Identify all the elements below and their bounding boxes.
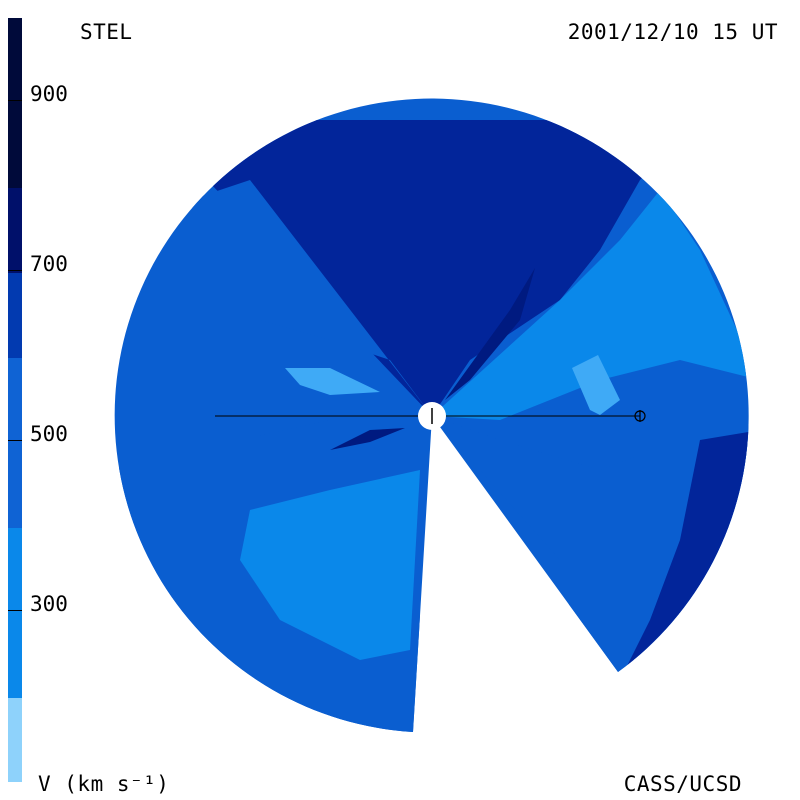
colorbar-tick-label: 500 (30, 422, 68, 446)
velocity-region-pale (572, 355, 620, 415)
colorbar-tick-label: 300 (30, 592, 68, 616)
colorbar-tick-label: 700 (30, 252, 68, 276)
velocity-region-light-left (240, 470, 420, 660)
credit-label: CASS/UCSD (623, 772, 742, 796)
colorbar-tick-mark (8, 270, 22, 271)
colorbar-tick-mark (8, 440, 22, 441)
velocity-region-left (190, 180, 432, 416)
colorbar-segment (8, 358, 22, 528)
velocity-colorbar (8, 18, 22, 782)
colorbar-segment (8, 188, 22, 273)
colorbar-segment (8, 698, 22, 782)
colorbar-segment (8, 273, 22, 358)
colorbar-segment (8, 528, 22, 698)
colorbar-tick-mark (8, 610, 22, 611)
colorbar-segment (8, 18, 22, 188)
observatory-label: STEL (80, 20, 133, 44)
units-label: V (km s⁻¹) (38, 772, 170, 796)
velocity-region-streak (330, 428, 405, 450)
colorbar-tick-label: 900 (30, 82, 68, 106)
timestamp-label: 2001/12/10 15 UT (567, 20, 778, 44)
velocity-region-pale (285, 368, 380, 395)
colorbar-tick-mark (8, 100, 22, 101)
velocity-region-right (432, 190, 749, 420)
velocity-region-north (150, 120, 700, 416)
